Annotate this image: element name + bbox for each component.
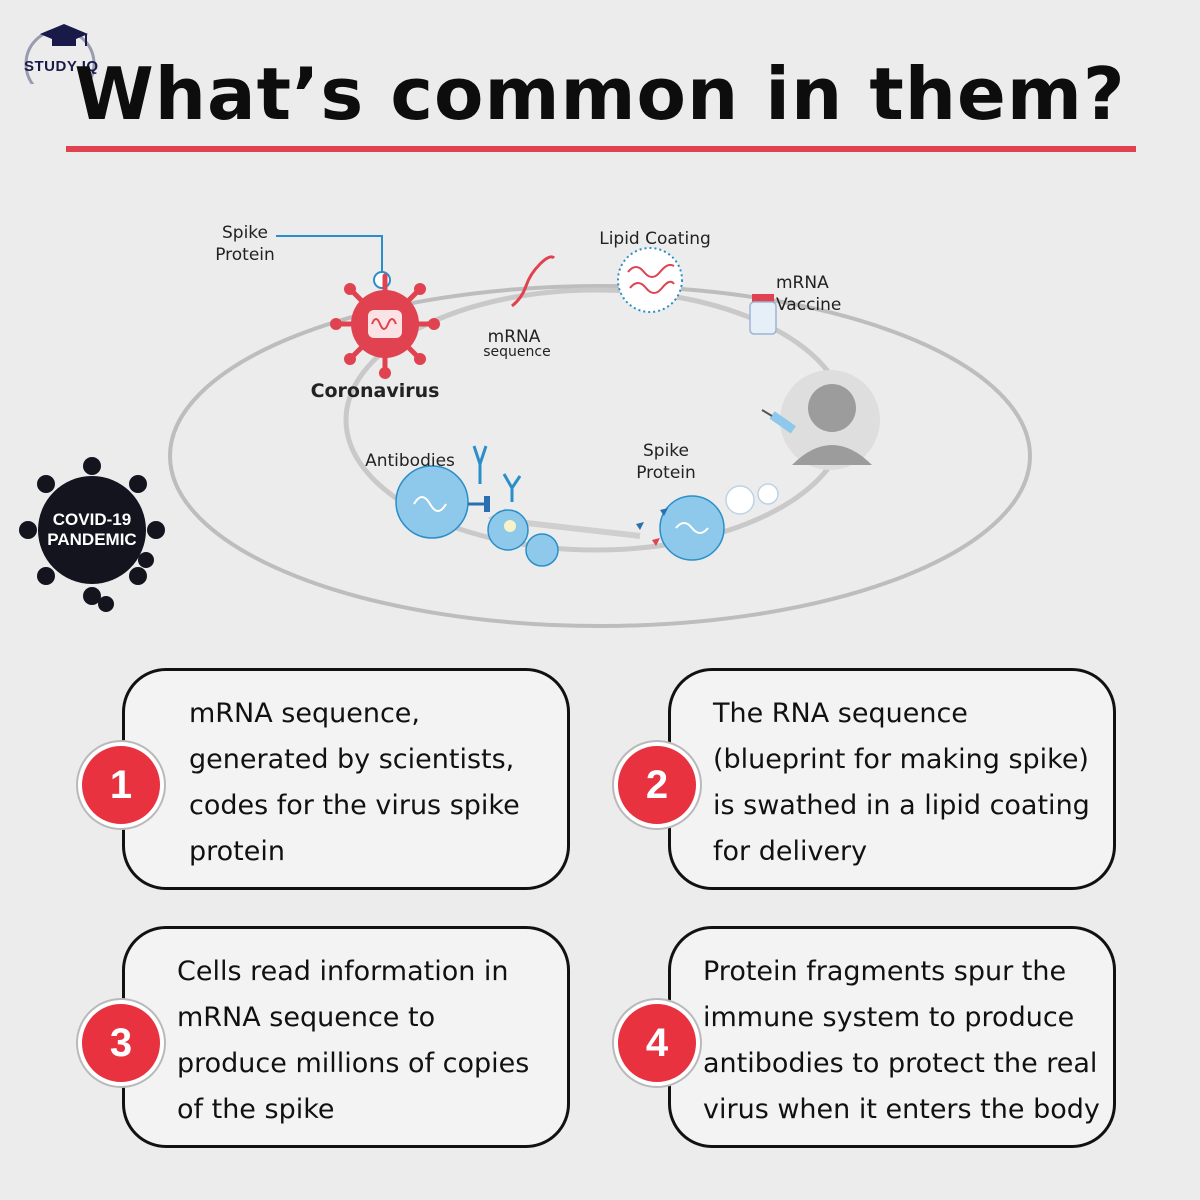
label-lipid-coating: Lipid Coating xyxy=(599,229,711,249)
step-number-badge: 1 xyxy=(78,742,164,828)
antibody-icon xyxy=(472,445,522,502)
coronavirus-icon xyxy=(330,273,440,379)
step-text: The RNA sequence (blueprint for making s… xyxy=(713,698,1090,867)
badge-line-1: COVID-19 xyxy=(52,510,132,529)
label-mrna: mRNA xyxy=(487,327,541,347)
cycle-ellipse-outer xyxy=(168,284,1032,628)
host-cell-icon xyxy=(636,495,725,561)
label-coronavirus: Coronavirus xyxy=(310,380,440,402)
particle-icon xyxy=(757,483,779,505)
step-number-badge: 3 xyxy=(78,1000,164,1086)
badge-line-2: PANDEMIC xyxy=(47,530,137,549)
step-text: Protein fragments spur the immune system… xyxy=(703,956,1100,1125)
syringe-icon xyxy=(761,409,796,434)
logo-text: STUDY IQ xyxy=(24,58,99,75)
person-avatar-icon xyxy=(780,370,880,470)
step-card-3: Cells read information in mRNA sequence … xyxy=(122,926,570,1148)
step-card-2: The RNA sequence (blueprint for making s… xyxy=(668,668,1116,890)
label-antibodies: Antibodies xyxy=(365,451,455,471)
label-spike-protein-bottom: Spike Protein xyxy=(636,441,696,483)
page-title: What’s common in them? xyxy=(74,52,1126,136)
label-spike-protein-top: Spike Protein xyxy=(215,223,275,265)
step-card-1: mRNA sequence, generated by scientists, … xyxy=(122,668,570,890)
covid-virus-badge-icon xyxy=(19,457,165,612)
immune-cell-icon xyxy=(395,465,490,539)
label-sequence: sequence xyxy=(483,344,551,360)
step-text: mRNA sequence, generated by scientists, … xyxy=(189,698,520,867)
title-underline xyxy=(66,146,1136,152)
spike-highlight-circle xyxy=(373,271,391,289)
mrna-vaccine-cycle-diagram xyxy=(19,235,1032,628)
step-card-4: Protein fragments spur the immune system… xyxy=(668,926,1116,1148)
lipid-coating-icon xyxy=(617,247,683,313)
step-number-badge: 2 xyxy=(614,742,700,828)
step-number-badge: 4 xyxy=(614,1000,700,1086)
label-mrna-vaccine: mRNA Vaccine xyxy=(776,273,842,315)
spike-pointer-line xyxy=(276,235,383,272)
step-text: Cells read information in mRNA sequence … xyxy=(177,956,530,1125)
covid-badge-text: COVID-19 PANDEMIC xyxy=(36,510,148,550)
particle-icon xyxy=(725,485,755,515)
b-cell-icon xyxy=(525,533,559,567)
mrna-strand-icon xyxy=(511,255,556,308)
vaccine-vial-icon xyxy=(749,294,777,335)
